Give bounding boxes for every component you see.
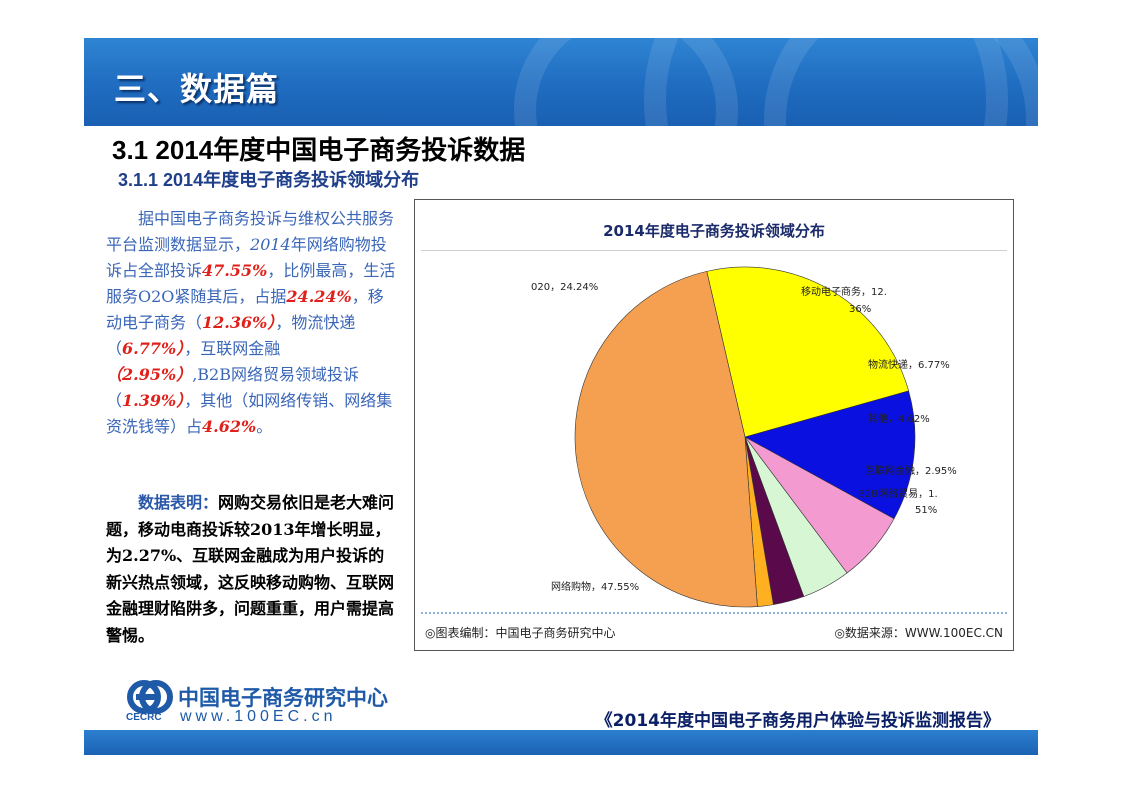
chart-compiler-note: ◎图表编制：中国电子商务研究中心 [425,626,616,640]
pie-label-5-cont: 51% [915,505,937,516]
pie-label-2: 物流快递，6.77% [868,358,950,371]
summary-paragraph: 据中国电子商务投诉与维权公共服务平台监测数据显示，2014年网络购物投诉占全部投… [106,209,396,436]
chart-title: 2014年度电子商务投诉领域分布 [603,222,825,240]
pie-label-3: 其他，4.62% [868,412,930,425]
report-title: 《2014年度中国电子商务用户体验与投诉监测报告》 [595,711,1000,731]
header-banner: 三、数据篇 [84,38,1038,126]
pie-label-4: 互联网金融，2.95% [865,464,957,477]
pie-label-1-cont: 36% [849,304,871,315]
footer-bar [84,730,1038,755]
section-title: 三、数据篇 [114,70,280,108]
chart-divider [421,250,1007,251]
pie-label-5: B2B网络贸易，1. [858,487,938,500]
heading-3-1: 3.1 2014年度中国电子商务投诉数据 [112,135,526,165]
chart-source-note: ◎数据来源：WWW.100EC.CN [834,626,1003,640]
heading-3-1-1: 3.1.1 2014年度电子商务投诉领域分布 [118,170,420,190]
chart-footer: ◎图表编制：中国电子商务研究中心 ◎数据来源：WWW.100EC.CN [415,608,1013,650]
logo-url: www.100EC.cn [180,708,337,725]
cecrc-logo-icon [127,680,173,714]
pie-slice-1 [744,390,916,520]
pie-chart: 020，24.24% 移动电子商务，12. 36% 物流快递，6.77% 其他，4.62… [531,266,957,608]
pie-label-1: 移动电子商务，12. [801,285,887,298]
footer-dotted-rule [421,612,1007,614]
cecrc-logo: CECRC 中国电子商务研究中心 www.100EC.cn [126,680,388,730]
logo-abbreviation: CECRC [126,712,162,723]
pie-slice-6 [574,270,758,608]
pie-slice-0 [706,266,910,438]
chart-header: 2014年度电子商务投诉领域分布 [415,200,1013,258]
slide: 三、数据篇 3.1 2014年度中国电子商务投诉数据 3.1.1 2014年度电… [84,38,1038,755]
pie-chart-panel: 2014年度电子商务投诉领域分布 020，24.24% 移动电子商务，12. 36%… [414,199,1014,651]
logo-name: 中国电子商务研究中心 [178,686,388,710]
pie-label-0: 020，24.24% [531,282,598,293]
conclusion-paragraph: 数据表明：网购交易依旧是老大难问题，移动电商投诉较2013年增长明显，为2.27… [106,493,395,645]
pie-label-6: 网络购物，47.55% [551,580,639,593]
